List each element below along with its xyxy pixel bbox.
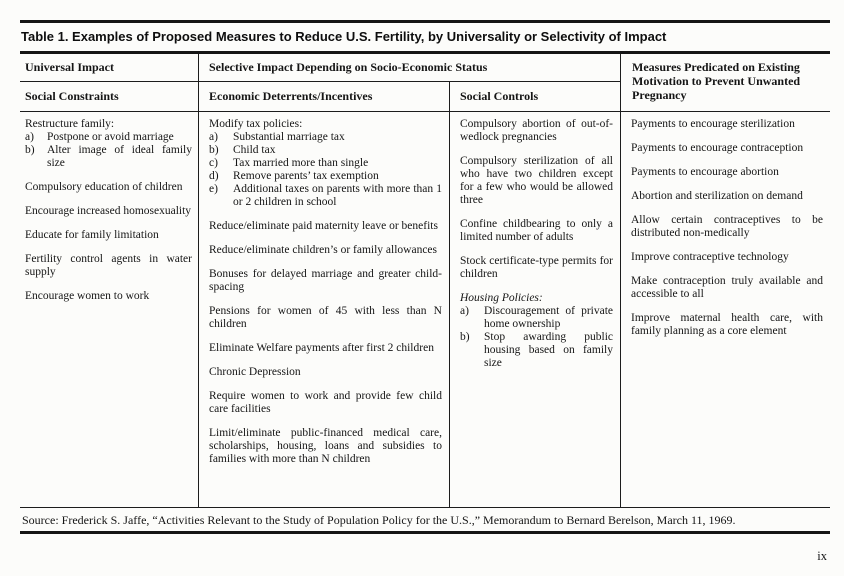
header-measures-predicated: Measures Predicated on Existing Motivati… [621,54,830,112]
list-text: Remove parents’ tax exemption [233,170,379,182]
list-item: e) Additional taxes on parents with more… [209,183,442,209]
measure-lead: Modify tax policies: [209,118,303,130]
cell-measures-predicated: Payments to encourage sterilization Paym… [621,112,830,508]
measure-item: Abortion and sterilization on demand [631,190,803,202]
page-content: Table 1. Examples of Proposed Measures t… [20,20,830,564]
cell-social-controls: Compulsory abortion of out-of-wedlock pr… [450,112,621,508]
list-label: a) [209,131,218,143]
table-title: Table 1. Examples of Proposed Measures t… [21,29,667,44]
list-text: Stop awarding public housing based on fa… [484,331,613,369]
list-label: d) [209,170,219,182]
list-text: Substantial marriage tax [233,131,345,143]
list-label: b) [209,144,219,156]
list-item: b) Stop awarding public housing based on… [460,331,613,370]
page-number: ix [817,549,827,563]
measure-item: Bonuses for delayed marriage and greater… [209,268,442,293]
list-item: c) Tax married more than single [209,157,442,170]
list-item: a) Postpone or avoid marriage [25,131,192,144]
list-item: b) Child tax [209,144,442,157]
list-text: Tax married more than single [233,157,369,169]
list-text: Discouragement of private home ownership [484,305,613,330]
measure-item: Stock certificate-type permits for child… [460,255,613,280]
header-universal-impact: Universal Impact [20,54,199,82]
bottom-rule [20,531,830,534]
measure-item: Confine childbearing to only a limited n… [460,218,613,243]
measure-item: Require women to work and provide few ch… [209,390,442,415]
list-item: b) Alter image of ideal family size [25,144,192,170]
list-item: a) Substantial marriage tax [209,131,442,144]
cell-social-constraints: Restructure family: a) Postpone or avoid… [20,112,199,508]
top-rule [20,20,830,23]
measure-item: Payments to encourage contraception [631,142,804,154]
measure-group-housing-policies: Housing Policies: a) Discouragement of p… [460,292,613,370]
list-label: c) [209,157,218,169]
measure-item: Make contraception truly available and a… [631,275,823,300]
header-economic-deterrents: Economic Deterrents/Incentives [199,82,450,112]
measure-item: Compulsory education of children [25,181,183,193]
measure-item: Reduce/eliminate children’s or family al… [209,244,438,256]
measure-item: Encourage women to work [25,290,150,302]
measure-item: Payments to encourage abortion [631,166,779,178]
measure-item: Fertility control agents in water supply [25,253,192,278]
list-text: Child tax [233,144,276,156]
measure-item: Eliminate Welfare payments after first 2… [209,342,434,354]
measure-group-restructure-family: Restructure family: a) Postpone or avoid… [25,118,192,170]
list-label: a) [460,305,469,317]
cell-economic-deterrents: Modify tax policies: a) Substantial marr… [199,112,450,508]
measure-item: Reduce/eliminate paid maternity leave or… [209,220,438,232]
measure-item: Improve maternal health care, with famil… [631,312,823,337]
list-text: Additional taxes on parents with more th… [233,183,442,208]
measure-item: Compulsory abortion of out-of-wedlock pr… [460,118,613,143]
measure-item: Payments to encourage sterilization [631,118,795,130]
measure-item: Compulsory sterilization of all who have… [460,155,613,206]
measures-table: Universal Impact Selective Impact Depend… [20,51,830,508]
list-text: Alter image of ideal family size [47,144,192,169]
header-selective-impact: Selective Impact Depending on Socio-Econ… [199,54,621,82]
measure-item: Pensions for women of 45 with less than … [209,305,442,330]
list-label: a) [25,131,34,143]
measure-group-tax-policies: Modify tax policies: a) Substantial marr… [209,118,442,209]
list-label: e) [209,183,218,195]
measure-lead: Restructure family: [25,118,115,130]
measure-item: Encourage increased homosexuality [25,205,192,217]
source-note: Source: Frederick S. Jaffe, “Activities … [22,513,736,527]
measure-item: Improve contraceptive technology [631,251,789,263]
list-label: b) [25,144,35,156]
measure-item: Limit/eliminate public-financed medical … [209,427,442,465]
list-text: Postpone or avoid marriage [47,131,174,143]
list-item: a) Discouragement of private home owners… [460,305,613,331]
measure-item: Allow certain contraceptives to be distr… [631,214,823,239]
list-item: d) Remove parents’ tax exemption [209,170,442,183]
measure-lead: Housing Policies: [460,292,543,304]
header-social-constraints: Social Constraints [20,82,199,112]
measure-item: Chronic Depression [209,366,301,378]
header-social-controls: Social Controls [450,82,621,112]
measure-item: Educate for family limitation [25,229,159,241]
list-label: b) [460,331,470,343]
